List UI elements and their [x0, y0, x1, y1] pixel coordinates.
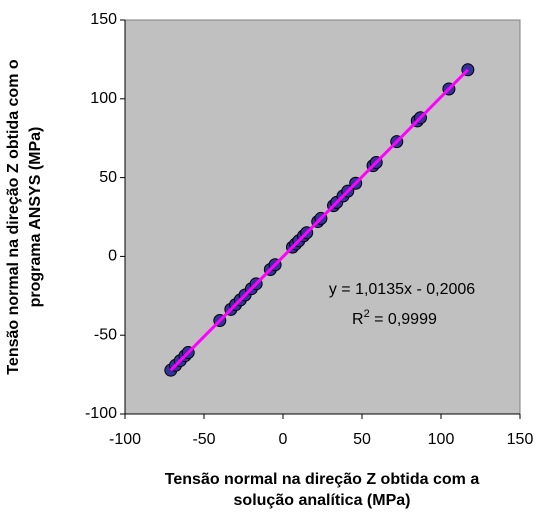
r-squared: R2 = 0,9999 [352, 308, 437, 328]
r-squared-base: R [352, 311, 364, 328]
x-axis-title: Tensão normal na direção Z obtida com a [165, 471, 480, 488]
x-tick-label: -50 [192, 431, 215, 448]
x-tick-label: 0 [279, 431, 288, 448]
y-axis-title: Tensão normal na direção Z obtida com o [5, 59, 22, 375]
y-tick-label: -100 [85, 405, 117, 422]
y-tick-label: 100 [90, 90, 117, 107]
x-tick-label: 100 [428, 431, 455, 448]
y-axis-title: programa ANSYS (MPa) [27, 127, 44, 308]
y-tick-label: 0 [108, 248, 117, 265]
r-squared-sup: 2 [364, 308, 370, 320]
y-tick-label: 150 [90, 11, 117, 28]
r-squared-text: = 0,9999 [370, 311, 437, 328]
x-tick-label: 150 [507, 431, 534, 448]
y-tick-label: 50 [99, 169, 117, 186]
trendline [169, 68, 469, 372]
x-axis-title: solução analítica (MPa) [234, 492, 411, 509]
y-tick-label: -50 [94, 326, 117, 343]
x-tick-label: -100 [109, 431, 141, 448]
x-tick-label: 50 [353, 431, 371, 448]
trend-equation: y = 1,0135x - 0,2006 [329, 281, 475, 298]
